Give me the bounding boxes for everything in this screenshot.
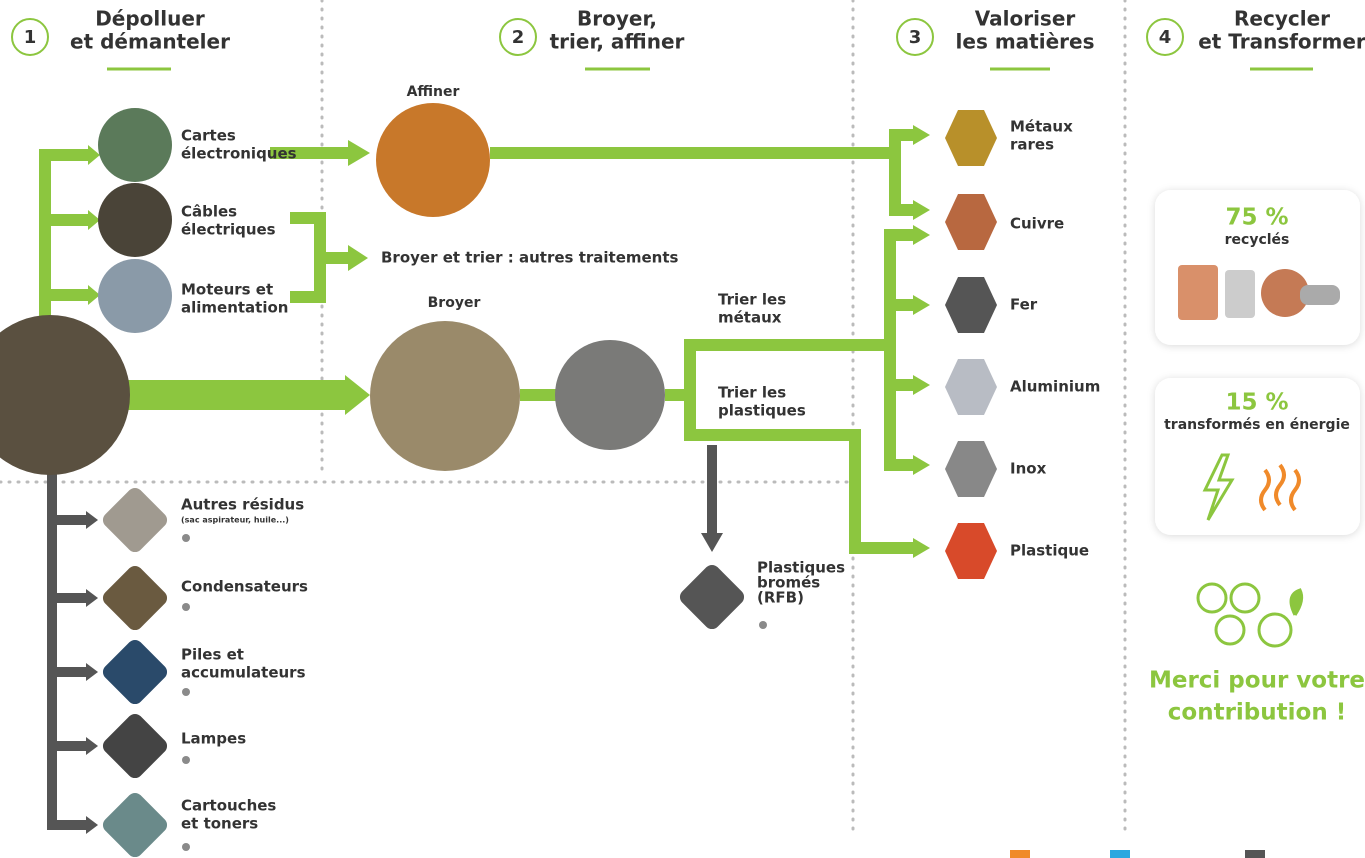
residue-label: accumulateurs bbox=[181, 664, 306, 682]
legend-swatches bbox=[1010, 850, 1265, 858]
thanks-text: contribution ! bbox=[1168, 700, 1346, 726]
result-value: 15 % bbox=[1225, 390, 1288, 416]
thanks-text: Merci pour votre bbox=[1149, 668, 1365, 694]
process-label: Trier les bbox=[718, 291, 786, 309]
process-label: Trier les bbox=[718, 384, 786, 402]
material-label: rares bbox=[1010, 136, 1054, 154]
material-label: Métaux bbox=[1010, 118, 1073, 136]
residue-label: (RFB) bbox=[757, 589, 804, 607]
residue-label: Lampes bbox=[181, 730, 246, 748]
step-title: et démanteler bbox=[70, 30, 230, 54]
material-label: Plastique bbox=[1010, 542, 1089, 560]
residue-note: (sac aspirateur, huile...) bbox=[181, 516, 289, 525]
residue-label: Cartouches bbox=[181, 797, 276, 815]
material-label: Fer bbox=[1010, 296, 1038, 314]
page: Recyclage {"steps":[{"number":"1","title… bbox=[0, 0, 1365, 858]
body: 1 Dépollueret démanteler 2 Broyer,trier, af… bbox=[0, 0, 1365, 858]
material-label: Cuivre bbox=[1010, 215, 1064, 233]
component-label: électroniques bbox=[181, 145, 297, 163]
residue-label: et toners bbox=[181, 815, 258, 833]
component-label: alimentation bbox=[181, 299, 288, 317]
process-label: plastiques bbox=[718, 402, 806, 420]
process-label: Broyer bbox=[428, 295, 481, 311]
residue-label: Autres résidus bbox=[181, 496, 304, 514]
step-title: trier, affiner bbox=[550, 30, 685, 54]
process-label: métaux bbox=[718, 309, 782, 327]
material-label: Inox bbox=[1010, 460, 1047, 478]
step-title: Dépolluer bbox=[95, 7, 205, 31]
step-title: Recycler bbox=[1234, 7, 1330, 31]
step-number: 1 bbox=[24, 27, 37, 48]
step-title: les matières bbox=[956, 30, 1095, 54]
material-hexagons bbox=[945, 110, 997, 579]
component-label: Moteurs et bbox=[181, 281, 273, 299]
diagram: 1 Dépollueret démanteler 2 Broyer,trier, af… bbox=[0, 0, 1365, 858]
step-number: 4 bbox=[1159, 27, 1172, 48]
component-label: électriques bbox=[181, 221, 276, 239]
residue-label: Condensateurs bbox=[181, 578, 308, 596]
material-label: Aluminium bbox=[1010, 378, 1100, 396]
process-label: Broyer et trier : autres traitements bbox=[381, 249, 679, 267]
process-label: Affiner bbox=[407, 84, 460, 100]
people-icon bbox=[1198, 584, 1302, 646]
step-title: Broyer, bbox=[577, 7, 657, 31]
step-title: Valoriser bbox=[975, 7, 1076, 31]
component-label: Cartes bbox=[181, 127, 236, 145]
result-label: recyclés bbox=[1225, 232, 1290, 248]
step-number: 2 bbox=[512, 27, 525, 48]
result-label: transformés en énergie bbox=[1164, 417, 1350, 433]
result-value: 75 % bbox=[1225, 205, 1288, 231]
residue-label: Piles et bbox=[181, 646, 244, 664]
component-label: Câbles bbox=[181, 203, 237, 221]
step-title: et Transformer bbox=[1198, 30, 1365, 54]
step-number: 3 bbox=[909, 27, 922, 48]
